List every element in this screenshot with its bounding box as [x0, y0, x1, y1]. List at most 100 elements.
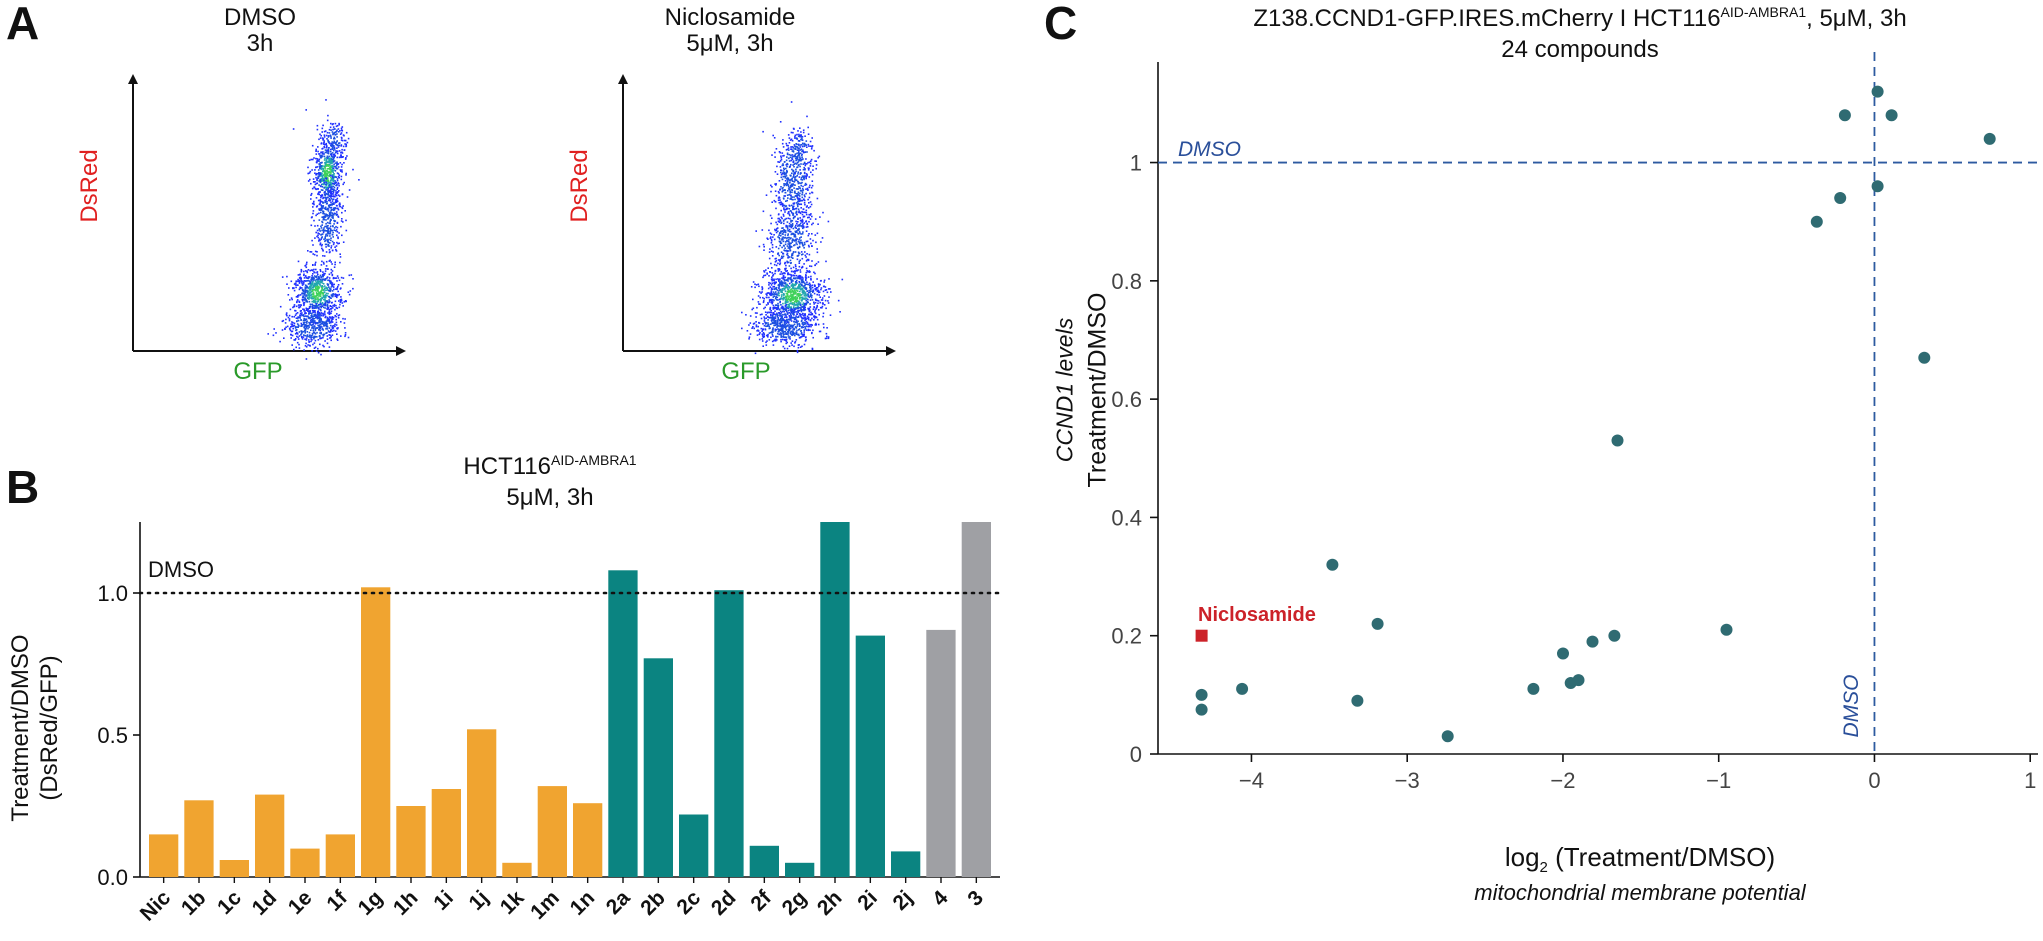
bar-x-tick-label: 2b — [636, 886, 670, 920]
scatter-point — [1351, 694, 1364, 707]
scatter-xlabel: log2 (Treatment/DMSO) — [1420, 842, 1860, 876]
bar-reference-label: DMSO — [148, 557, 214, 582]
scatter-point — [1236, 682, 1249, 695]
bar-2i — [855, 635, 885, 877]
bar-x-tick-label: 1c — [213, 886, 246, 919]
bar-2c — [679, 814, 709, 877]
bar-y-tick-label: 1.0 — [97, 581, 128, 606]
scatter-x-tick-label: 0 — [1868, 768, 1880, 793]
scatter-chart: −4 −3 −2 −1 0 1 0 0.2 0.4 0.6 0.8 1 — [1111, 52, 2038, 793]
bar-1g — [361, 587, 391, 877]
bar-x-tick-label: 1m — [526, 886, 564, 924]
flow-plot-2-title-line2: 5μM, 3h — [686, 30, 774, 57]
scatter-point — [1983, 132, 1996, 145]
bar-x-tick-label: 4 — [928, 886, 953, 911]
scatter-highlight-point — [1195, 629, 1208, 642]
scatter-x-tick-label: −2 — [1550, 768, 1575, 793]
scatter-subtitle: 24 compounds — [1501, 36, 1659, 63]
flow-plot-1-axes — [132, 82, 398, 352]
bar-x-tick-label: 2j — [889, 886, 918, 915]
bar-x-tick-label: 1i — [429, 886, 458, 915]
scatter-title: Z138.CCND1-GFP.IRES.mCherry I HCT116AID-… — [1150, 4, 2010, 33]
scatter-point — [1720, 623, 1733, 636]
bar-1j — [467, 729, 497, 877]
bar-Nic — [149, 834, 179, 877]
scatter-point — [1834, 192, 1847, 204]
bar-x-tick-label: 2a — [602, 886, 635, 919]
flow-plot-2-xlabel: GFP — [721, 358, 771, 385]
scatter-x-tick-label: −1 — [1706, 768, 1731, 793]
bar-x-tick-label: 1n — [566, 886, 600, 920]
scatter-highlight-label: Niclosamide — [1198, 604, 1316, 626]
bar-x-tick-label: 1g — [354, 886, 388, 920]
scatter-point — [1586, 635, 1599, 648]
scatter-point — [1810, 215, 1823, 228]
panel-b-letter: B — [6, 461, 40, 513]
scatter-y-tick-label: 1 — [1130, 151, 1142, 176]
scatter-point — [1572, 674, 1585, 687]
bar-4 — [926, 629, 956, 877]
bar-1f — [325, 834, 355, 877]
bar-x-tick-label: 1j — [465, 886, 494, 915]
scatter-x-tick-label: 1 — [2024, 768, 2036, 793]
scatter-point — [1608, 629, 1621, 642]
scatter-y-tick-label: 0 — [1130, 742, 1142, 767]
scatter-y-tick-label: 0.8 — [1111, 269, 1142, 294]
scatter-point — [1838, 109, 1851, 122]
bar-chart-title-line2: 5μM, 3h — [506, 484, 594, 511]
bar-x-tick-label: 1b — [177, 886, 211, 920]
scatter-x-tick-label: −4 — [1239, 768, 1264, 793]
bar-2j — [891, 851, 921, 877]
panel-c-letter: C — [1044, 0, 1078, 49]
bar-x-tick-label: 1f — [322, 886, 352, 916]
bar-x-tick-label: Nic — [136, 886, 176, 926]
bar-x-tick-label: 2c — [672, 886, 705, 919]
bar-2h — [820, 522, 850, 877]
bar-chart-title-superscript: AID-AMBRA1 — [551, 452, 637, 468]
scatter-title-superscript: AID-AMBRA1 — [1720, 4, 1807, 20]
bar-x-tick-label: 1e — [284, 886, 317, 919]
flow-plot-2-title-line1: Niclosamide — [664, 4, 796, 31]
scatter-y-tick-label: 0.6 — [1111, 387, 1142, 412]
scatter-xlabel-subscript: 2 — [1539, 859, 1548, 877]
scatter-title-part2: , 5μM, 3h — [1806, 5, 1907, 32]
bar-2f — [749, 845, 779, 877]
bar-1m — [537, 786, 567, 877]
scatter-point — [1371, 617, 1384, 630]
scatter-title-part1: Z138.CCND1-GFP.IRES.mCherry I HCT116 — [1253, 5, 1721, 32]
scatter-xlabel-prefix: log — [1504, 842, 1540, 872]
flow-plot-2-axes — [622, 82, 888, 352]
scatter-point — [1326, 558, 1339, 571]
scatter-point — [1918, 351, 1931, 364]
bar-1i — [431, 789, 461, 877]
bar-x-tick-label: 1k — [496, 886, 529, 919]
bar-1k — [502, 862, 532, 877]
bar-x-tick-label: 3 — [963, 886, 988, 911]
bar-chart-title-main: HCT116 — [463, 453, 551, 480]
scatter-y-tick-label: 0.4 — [1111, 505, 1142, 530]
scatter-point — [1885, 109, 1898, 122]
scatter-point — [1557, 647, 1569, 660]
flow-plot-1-x-arrow — [396, 346, 406, 356]
bar-1e — [290, 848, 320, 877]
scatter-xlabel-suffix: (Treatment/DMSO) — [1547, 842, 1776, 872]
scatter-point — [1527, 682, 1540, 695]
bar-1h — [396, 806, 426, 877]
flow-plot-1-xlabel: GFP — [233, 358, 283, 385]
scatter-x-tick-label: −3 — [1395, 768, 1420, 793]
bar-1d — [255, 794, 285, 877]
scatter-point — [1441, 730, 1454, 743]
bar-x-tick-label: 2f — [746, 886, 776, 916]
scatter-point — [1611, 434, 1624, 447]
bar-x-tick-label: 2d — [707, 886, 741, 920]
bar-x-tick-label: 2i — [853, 886, 882, 915]
scatter-hline-label: DMSO — [1178, 138, 1241, 161]
flow-plot-1-title-line1: DMSO — [224, 4, 296, 31]
flow-plot-2-y-arrow — [618, 74, 628, 84]
bar-y-tick-label: 0.0 — [97, 865, 128, 890]
bar-x-tick-label: 2h — [813, 886, 847, 920]
scatter-point — [1871, 85, 1884, 98]
bar-2g — [785, 862, 815, 877]
scatter-point — [1195, 703, 1208, 716]
